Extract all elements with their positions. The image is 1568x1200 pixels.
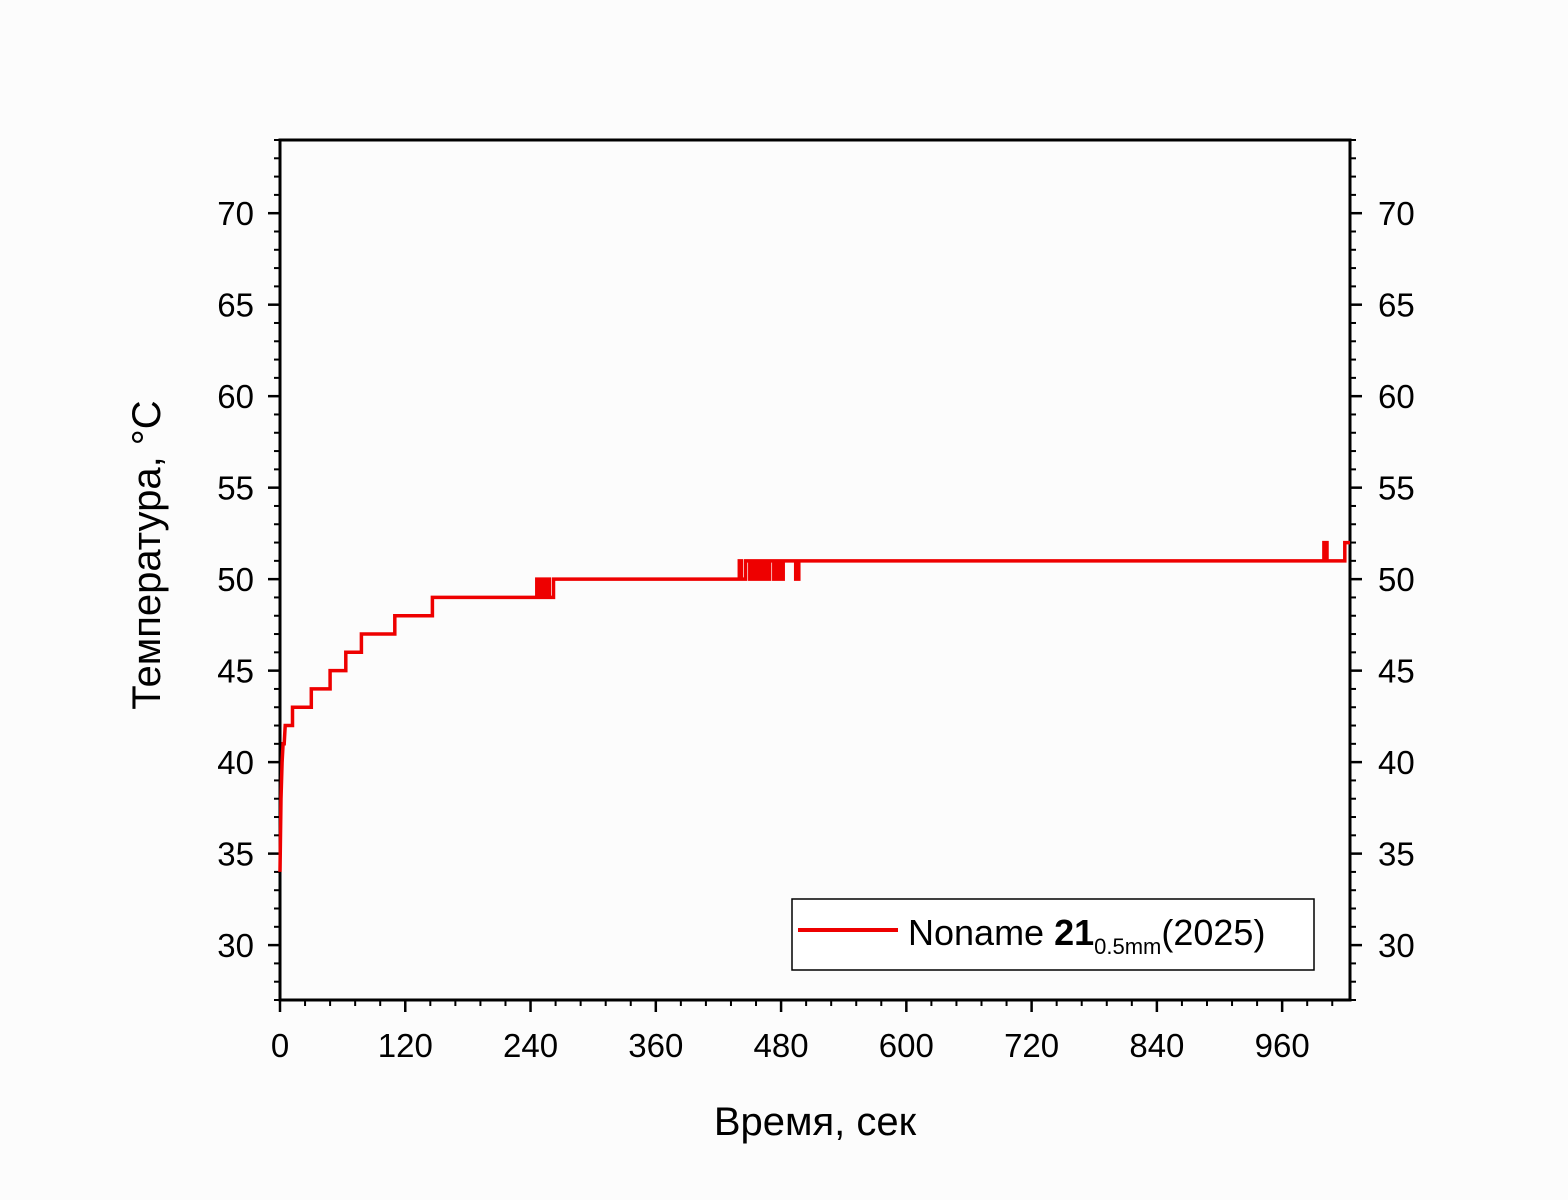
series-line xyxy=(278,540,1350,872)
legend-subscript: 0.5mm xyxy=(1094,934,1161,959)
legend-box xyxy=(791,898,1315,971)
axis-tick-labels: 30 30 35 35 40 40 45 45 50 50 55 55 60 60 65 65 70 70 0 120… xyxy=(217,195,1414,1064)
x-tick-label: 600 xyxy=(879,1027,934,1064)
x-tick-label: 120 xyxy=(378,1027,433,1064)
x-tick-label: 720 xyxy=(1004,1027,1059,1064)
y-tick-label-right: 35 xyxy=(1378,836,1415,873)
plot-frame xyxy=(278,138,1352,1002)
x-tick-label: 480 xyxy=(754,1027,809,1064)
y-tick-label-right: 30 xyxy=(1378,927,1415,964)
y-tick-label-right: 65 xyxy=(1378,287,1415,324)
y-tick-label: 30 xyxy=(217,927,254,964)
x-tick-label: 960 xyxy=(1255,1027,1310,1064)
axis-ticks xyxy=(268,139,1362,1012)
legend-label: Noname 210.5mm(2025) xyxy=(908,912,1265,959)
legend: Noname 210.5mm(2025) xyxy=(791,898,1315,971)
x-tick-label: 360 xyxy=(628,1027,683,1064)
y-axis-title: Температура, °С xyxy=(125,400,169,709)
legend-bold: 21 xyxy=(1054,912,1094,953)
legend-suffix: (2025) xyxy=(1161,912,1265,953)
y-tick-label: 60 xyxy=(217,378,254,415)
y-tick-label-right: 45 xyxy=(1378,653,1415,690)
y-tick-label-right: 60 xyxy=(1378,378,1415,415)
x-tick-label: 840 xyxy=(1129,1027,1184,1064)
y-tick-label-right: 70 xyxy=(1378,195,1415,232)
y-tick-label: 65 xyxy=(217,287,254,324)
y-tick-label: 40 xyxy=(217,744,254,781)
y-tick-label: 50 xyxy=(217,561,254,598)
x-axis-title: Время, сек xyxy=(714,1100,917,1144)
y-tick-label-right: 50 xyxy=(1378,561,1415,598)
y-tick-label-right: 55 xyxy=(1378,470,1415,507)
legend-name: Noname xyxy=(908,912,1044,953)
y-tick-label: 35 xyxy=(217,836,254,873)
y-tick-label: 70 xyxy=(217,195,254,232)
y-tick-label-right: 40 xyxy=(1378,744,1415,781)
y-tick-label: 45 xyxy=(217,653,254,690)
x-tick-label: 0 xyxy=(271,1027,289,1064)
y-tick-label: 55 xyxy=(217,470,254,507)
x-tick-label: 240 xyxy=(503,1027,558,1064)
